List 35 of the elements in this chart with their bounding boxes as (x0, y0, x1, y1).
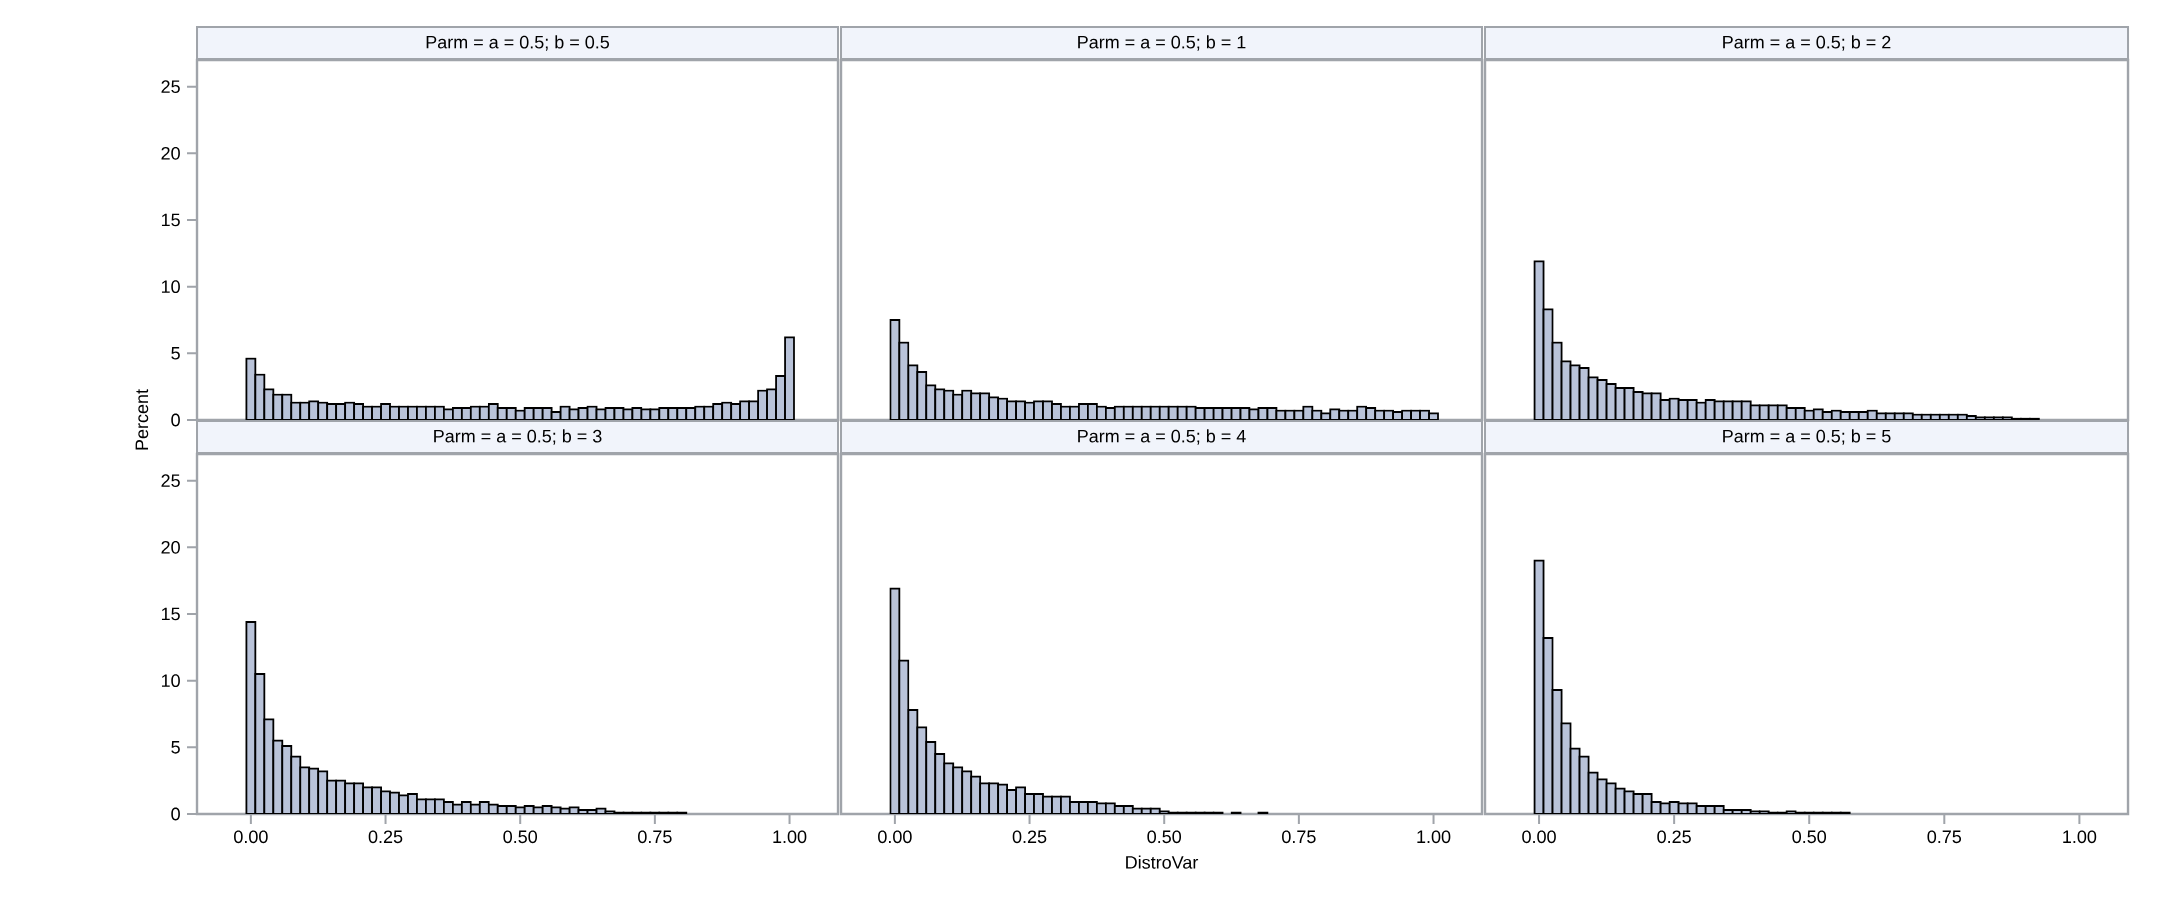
y-tick-label: 0 (171, 413, 180, 427)
x-tick-label: 0.00 (878, 830, 912, 844)
chart-title: Parm = a = 0.5; b = 5 (1723, 429, 1891, 445)
x-tick-label: 0.25 (1012, 830, 1047, 844)
y-tick-label: 20 (161, 146, 180, 160)
x-tick-label: 0.75 (1282, 830, 1316, 844)
x-tick-label: 0.00 (234, 830, 268, 844)
x-tick-label: 0.25 (368, 830, 403, 844)
y-tick-label: 25 (161, 474, 180, 488)
chart-title: Parm = a = 0.5; b = 0.5 (426, 35, 610, 51)
chart-title: Parm = a = 0.5; b = 3 (434, 429, 602, 445)
x-tick-label: 1.00 (1417, 830, 1451, 844)
y-tick-label: 15 (161, 213, 180, 227)
chart-title: Parm = a = 0.5; b = 1 (1078, 35, 1246, 51)
chart-title: Parm = a = 0.5; b = 2 (1723, 35, 1891, 51)
y-tick-label: 25 (161, 80, 180, 94)
x-tick-label: 1.00 (773, 830, 807, 844)
x-tick-label: 0.50 (1792, 830, 1827, 844)
x-tick-label: 0.25 (1657, 830, 1691, 844)
x-tick-label: 0.50 (503, 830, 538, 844)
y-tick-label: 5 (171, 347, 180, 360)
y-tick-label: 0 (171, 807, 180, 821)
x-axis-title: DistroVar (1126, 855, 1199, 869)
y-tick-label: 10 (161, 280, 180, 294)
y-tick-label: 20 (161, 540, 180, 554)
y-axis-title: Percent (135, 389, 149, 450)
x-tick-label: 1.00 (2063, 830, 2097, 844)
y-tick-label: 10 (161, 674, 180, 688)
x-tick-label: 0.75 (1927, 830, 1962, 844)
y-tick-label: 5 (171, 741, 180, 754)
y-tick-label: 15 (161, 607, 180, 621)
x-tick-label: 0.00 (1522, 830, 1556, 844)
x-tick-label: 0.50 (1147, 830, 1182, 844)
chart-title: Parm = a = 0.5; b = 4 (1078, 429, 1246, 445)
x-tick-label: 0.75 (638, 830, 672, 844)
